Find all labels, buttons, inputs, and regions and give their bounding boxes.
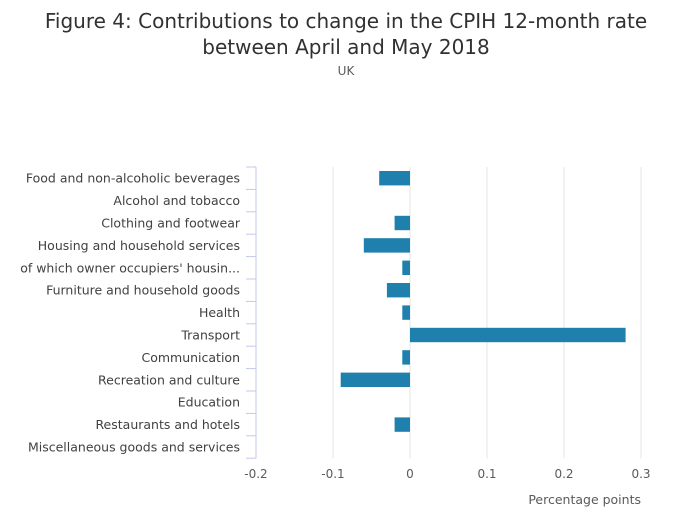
category-label-3: Housing and household services: [38, 238, 240, 253]
bar-6: [402, 305, 410, 320]
x-tick-label-1: -0.1: [321, 467, 344, 481]
bar-11: [394, 417, 410, 432]
x-tick-label-4: 0.2: [554, 467, 573, 481]
label-layer: -0.2 -0.1 0 0.1 0.2 0.3 Food and non-alcoholic…: [20, 171, 650, 482]
category-label-2: Clothing and footwear: [101, 216, 241, 231]
category-label-6: Health: [199, 305, 240, 320]
bar-layer: [340, 171, 626, 432]
category-label-11: Restaurants and hotels: [95, 417, 240, 432]
category-label-8: Communication: [141, 350, 240, 365]
chart-title-line-1: Figure 4: Contributions to change in the…: [44, 9, 648, 33]
category-label-12: Miscellaneous goods and services: [28, 440, 240, 455]
chart-title: Figure 4: Contributions to change in the…: [0, 8, 692, 60]
x-tick-label-0: -0.2: [244, 467, 267, 481]
axis-layer: [246, 166, 257, 459]
category-label-7: Transport: [180, 328, 240, 343]
grid-layer: [332, 167, 642, 459]
category-label-9: Recreation and culture: [98, 372, 240, 387]
bar-5: [386, 283, 410, 298]
x-tick-label-2: 0: [406, 467, 414, 481]
category-label-1: Alcohol and tobacco: [113, 193, 240, 208]
bar-8: [402, 350, 410, 365]
x-tick-label-5: 0.3: [631, 467, 650, 481]
chart-title-line-2: between April and May 2018: [202, 35, 490, 59]
x-tick-label-3: 0.1: [477, 467, 496, 481]
bar-7: [410, 327, 626, 343]
chart-subtitle: UK: [337, 64, 355, 78]
bar-0: [379, 171, 410, 186]
category-label-5: Furniture and household goods: [46, 283, 240, 298]
category-label-4: of which owner occupiers' housin...: [20, 260, 240, 275]
category-label-0: Food and non-alcoholic beverages: [26, 171, 240, 186]
x-axis-title: Percentage points: [528, 492, 641, 507]
bar-9: [340, 372, 410, 387]
category-label-10: Education: [178, 395, 240, 410]
bar-4: [402, 260, 410, 275]
bar-2: [394, 215, 410, 231]
bar-3: [363, 238, 410, 253]
